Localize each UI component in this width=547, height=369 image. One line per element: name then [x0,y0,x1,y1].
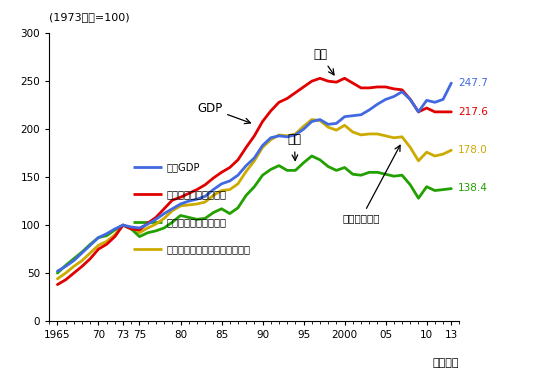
Text: 実質GDP: 実質GDP [166,162,200,172]
Text: 運輸部門全体: 運輸部門全体 [342,145,400,224]
Text: 運輸部門全体のエネルギー消費: 運輸部門全体のエネルギー消費 [166,244,250,254]
Text: 旅客のエネルギー消費: 旅客のエネルギー消費 [166,189,226,199]
Text: 138.4: 138.4 [458,183,488,193]
Text: 旅客: 旅客 [313,48,334,75]
Text: （年度）: （年度） [433,358,459,369]
Text: 貨物: 貨物 [287,134,301,161]
Text: GDP: GDP [197,101,251,124]
Text: 247.7: 247.7 [458,78,488,89]
Text: (1973年度=100): (1973年度=100) [49,12,130,22]
Text: 178.0: 178.0 [458,145,487,155]
Text: 217.6: 217.6 [458,107,488,117]
Text: 貨物のエネルギー消費: 貨物のエネルギー消費 [166,217,226,227]
